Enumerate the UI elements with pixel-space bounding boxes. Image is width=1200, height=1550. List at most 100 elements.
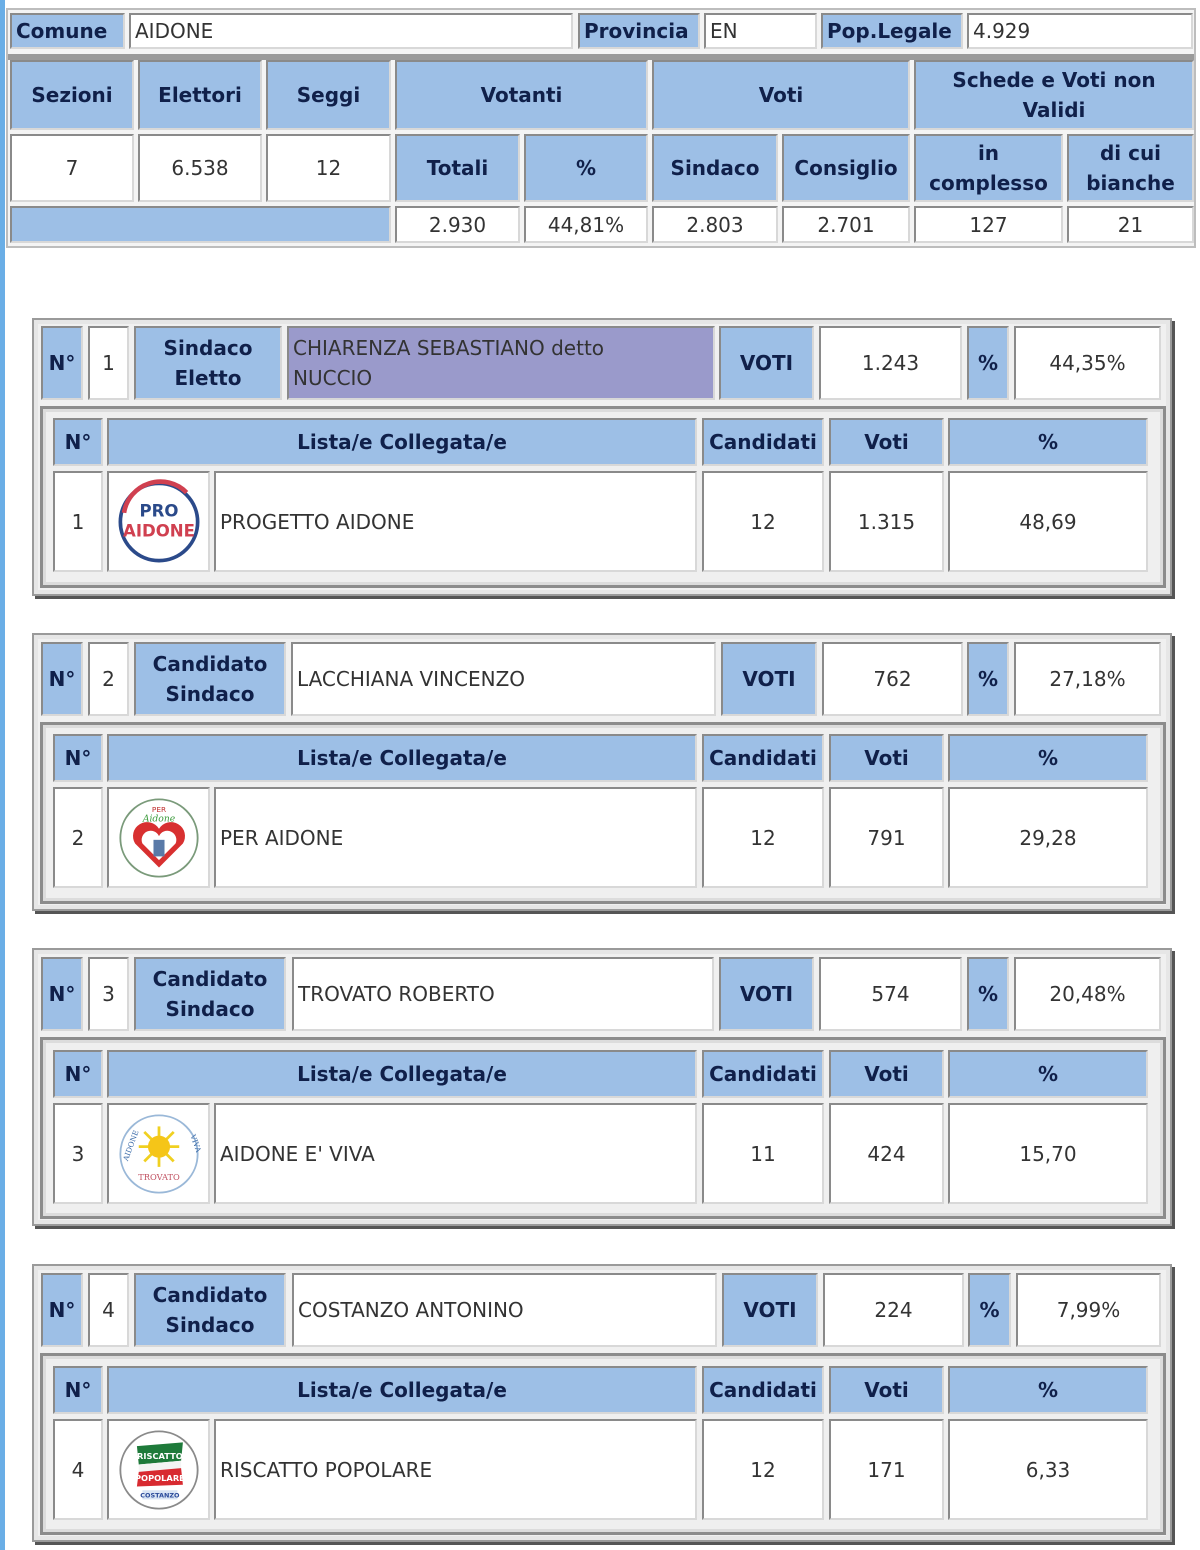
per-aidone-logo-icon: PER Aidone bbox=[107, 787, 210, 888]
candidate-pct: 44,35% bbox=[1014, 326, 1161, 400]
sezioni-value: 7 bbox=[10, 134, 134, 202]
candidate-number: 3 bbox=[88, 957, 129, 1031]
progetto-aidone-logo-icon: PRO AIDONE bbox=[107, 471, 210, 572]
candidate-role: Candidato Sindaco bbox=[134, 957, 286, 1031]
list-number: 3 bbox=[53, 1103, 103, 1204]
list-pct: 48,69 bbox=[948, 471, 1148, 572]
list-name: PER AIDONE bbox=[214, 787, 697, 888]
pct-label: % bbox=[967, 642, 1009, 716]
candidate-name: TROVATO ROBERTO bbox=[292, 957, 714, 1031]
candidate-number: 1 bbox=[88, 326, 129, 400]
candidate-role: Candidato Sindaco bbox=[134, 1273, 286, 1347]
candidate-pct: 20,48% bbox=[1014, 957, 1161, 1031]
candidate-votes: 574 bbox=[819, 957, 962, 1031]
pop-legale-value: 4.929 bbox=[967, 13, 1193, 49]
list-pct-header: % bbox=[948, 1050, 1148, 1098]
list-n-header: N° bbox=[53, 734, 103, 782]
consiglio-header: Consiglio bbox=[782, 134, 910, 202]
list-voti: 1.315 bbox=[829, 471, 944, 572]
list-candidati: 12 bbox=[702, 471, 824, 572]
voti-label: VOTI bbox=[719, 326, 814, 400]
pop-legale-label: Pop.Legale bbox=[821, 13, 963, 49]
n-label: N° bbox=[41, 326, 83, 400]
candidate-votes: 762 bbox=[822, 642, 963, 716]
list-pct: 6,33 bbox=[948, 1419, 1148, 1520]
non-validi-header: Schede e Voti non Validi bbox=[914, 60, 1194, 130]
non-validi-complesso-value: 127 bbox=[914, 206, 1063, 243]
list-name: PROGETTO AIDONE bbox=[214, 471, 697, 572]
list-name-header: Lista/e Collegata/e bbox=[107, 1366, 697, 1414]
in-complesso-header: in complesso bbox=[914, 134, 1063, 202]
candidate-number: 2 bbox=[88, 642, 129, 716]
list-voti: 791 bbox=[829, 787, 944, 888]
list-number: 2 bbox=[53, 787, 103, 888]
candidate-name: LACCHIANA VINCENZO bbox=[291, 642, 716, 716]
comune-label: Comune bbox=[10, 13, 125, 49]
seggi-header: Seggi bbox=[266, 60, 391, 130]
voti-label: VOTI bbox=[721, 642, 817, 716]
list-name-header: Lista/e Collegata/e bbox=[107, 1050, 697, 1098]
voti-label: VOTI bbox=[722, 1273, 818, 1347]
list-voti: 171 bbox=[829, 1419, 944, 1520]
list-voti: 424 bbox=[829, 1103, 944, 1204]
voti-consiglio-value: 2.701 bbox=[782, 206, 910, 243]
candidate-pct: 27,18% bbox=[1014, 642, 1161, 716]
list-voti-header: Voti bbox=[829, 734, 944, 782]
di-cui-bianche-header: di cui bianche bbox=[1067, 134, 1194, 202]
candidate-number: 4 bbox=[88, 1273, 129, 1347]
svg-text:COSTANZO: COSTANZO bbox=[140, 1491, 180, 1499]
list-candidati: 12 bbox=[702, 1419, 824, 1520]
non-validi-bianche-value: 21 bbox=[1067, 206, 1194, 243]
blank-header-cell bbox=[10, 206, 391, 243]
pct-label: % bbox=[968, 1273, 1011, 1347]
list-name: AIDONE E' VIVA bbox=[214, 1103, 697, 1204]
candidate-name: COSTANZO ANTONINO bbox=[292, 1273, 717, 1347]
list-n-header: N° bbox=[53, 418, 103, 466]
provincia-label: Provincia bbox=[578, 13, 700, 49]
aidone-e-viva-logo-icon: TROVATO AIDONE VIVA bbox=[107, 1103, 210, 1204]
list-n-header: N° bbox=[53, 1366, 103, 1414]
svg-text:RISCATTO: RISCATTO bbox=[137, 1450, 183, 1460]
list-voti-header: Voti bbox=[829, 1366, 944, 1414]
voti-header: Voti bbox=[652, 60, 910, 130]
list-name: RISCATTO POPOLARE bbox=[214, 1419, 697, 1520]
candidate-pct: 7,99% bbox=[1016, 1273, 1161, 1347]
totali-header: Totali bbox=[395, 134, 520, 202]
votanti-totali-value: 2.930 bbox=[395, 206, 520, 243]
n-label: N° bbox=[41, 1273, 83, 1347]
candidate-votes: 224 bbox=[823, 1273, 964, 1347]
candidate-votes: 1.243 bbox=[819, 326, 962, 400]
candidate-role: Candidato Sindaco bbox=[134, 642, 286, 716]
candidati-header: Candidati bbox=[702, 1366, 824, 1414]
candidate-role: Sindaco Eletto bbox=[134, 326, 282, 400]
svg-text:PER: PER bbox=[151, 805, 165, 814]
elettori-value: 6.538 bbox=[138, 134, 262, 202]
candidati-header: Candidati bbox=[702, 418, 824, 466]
pct-label: % bbox=[967, 326, 1009, 400]
list-candidati: 11 bbox=[702, 1103, 824, 1204]
svg-text:AIDONE: AIDONE bbox=[123, 521, 195, 540]
list-voti-header: Voti bbox=[829, 1050, 944, 1098]
provincia-value: EN bbox=[704, 13, 817, 49]
sezioni-header: Sezioni bbox=[10, 60, 134, 130]
elettori-header: Elettori bbox=[138, 60, 262, 130]
candidati-header: Candidati bbox=[702, 1050, 824, 1098]
list-candidati: 12 bbox=[702, 787, 824, 888]
voti-sindaco-value: 2.803 bbox=[652, 206, 778, 243]
list-pct-header: % bbox=[948, 418, 1148, 466]
n-label: N° bbox=[41, 957, 83, 1031]
svg-text:Aidone: Aidone bbox=[141, 813, 175, 824]
list-name-header: Lista/e Collegata/e bbox=[107, 734, 697, 782]
left-accent-bar bbox=[0, 0, 5, 1550]
votanti-pct-value: 44,81% bbox=[524, 206, 648, 243]
svg-text:TROVATO: TROVATO bbox=[138, 1171, 180, 1181]
candidate-name: CHIARENZA SEBASTIANO detto NUCCIO bbox=[287, 326, 715, 400]
list-number: 4 bbox=[53, 1419, 103, 1520]
n-label: N° bbox=[41, 642, 83, 716]
seggi-value: 12 bbox=[266, 134, 391, 202]
divider bbox=[8, 54, 1194, 60]
list-pct: 15,70 bbox=[948, 1103, 1148, 1204]
list-name-header: Lista/e Collegata/e bbox=[107, 418, 697, 466]
candidati-header: Candidati bbox=[702, 734, 824, 782]
list-n-header: N° bbox=[53, 1050, 103, 1098]
